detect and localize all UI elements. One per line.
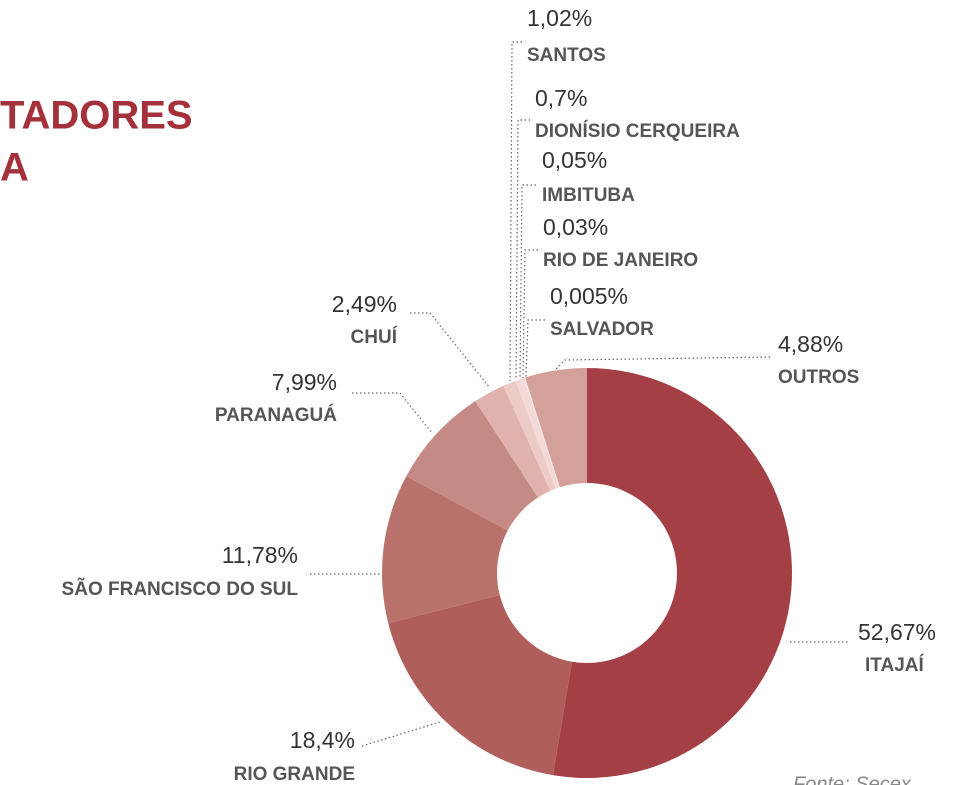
category-label: SANTOS xyxy=(527,45,606,66)
slice xyxy=(503,380,556,491)
value-label: 0,03% xyxy=(543,214,608,240)
category-label: OUTROS xyxy=(778,367,859,388)
slice xyxy=(552,368,792,778)
category-label: ITAJAÍ xyxy=(865,654,924,676)
leader-line xyxy=(509,41,522,382)
leader-line xyxy=(525,319,545,378)
value-label: 0,005% xyxy=(550,283,628,309)
source: Fonte: Secex xyxy=(793,773,912,785)
category-label: IMBITUBA xyxy=(542,185,635,206)
category-label: SÃO FRANCISCO DO SUL xyxy=(62,578,299,600)
value-label: 0,05% xyxy=(542,147,607,173)
slice xyxy=(515,377,560,489)
value-label: 1,02% xyxy=(527,5,592,31)
category-label: PARANAGUÁ xyxy=(215,404,337,426)
slice xyxy=(388,595,573,776)
leader-line xyxy=(554,356,771,371)
value-label: 18,4% xyxy=(290,727,355,753)
chart-title: A xyxy=(0,146,29,190)
value-label: 4,88% xyxy=(778,331,843,357)
slice xyxy=(475,385,551,498)
slice xyxy=(525,368,587,488)
slice xyxy=(524,377,560,488)
category-label: RIO DE JANEIRO xyxy=(543,250,698,271)
leader-line xyxy=(522,249,538,379)
value-label: 0,7% xyxy=(535,85,587,111)
slice xyxy=(525,377,560,488)
category-label: SALVADOR xyxy=(550,319,654,340)
category-label: CHUÍ xyxy=(351,326,398,348)
category-label: RIO GRANDE xyxy=(234,764,355,785)
value-label: 11,78% xyxy=(222,542,298,568)
leader-line xyxy=(515,119,530,381)
leader-line xyxy=(519,184,536,380)
leader-line xyxy=(410,312,491,389)
value-label: 52,67% xyxy=(858,619,936,645)
slice xyxy=(524,377,560,488)
value-label: 2,49% xyxy=(332,291,397,317)
slice xyxy=(382,476,508,624)
category-label: DIONÍSIO CERQUEIRA xyxy=(535,120,740,142)
value-label: 7,99% xyxy=(272,369,337,395)
leader-line xyxy=(352,392,433,434)
leader-line xyxy=(361,721,441,747)
donut-hole xyxy=(498,484,676,662)
chart-title: TADORES xyxy=(0,94,193,138)
slice xyxy=(406,401,538,531)
